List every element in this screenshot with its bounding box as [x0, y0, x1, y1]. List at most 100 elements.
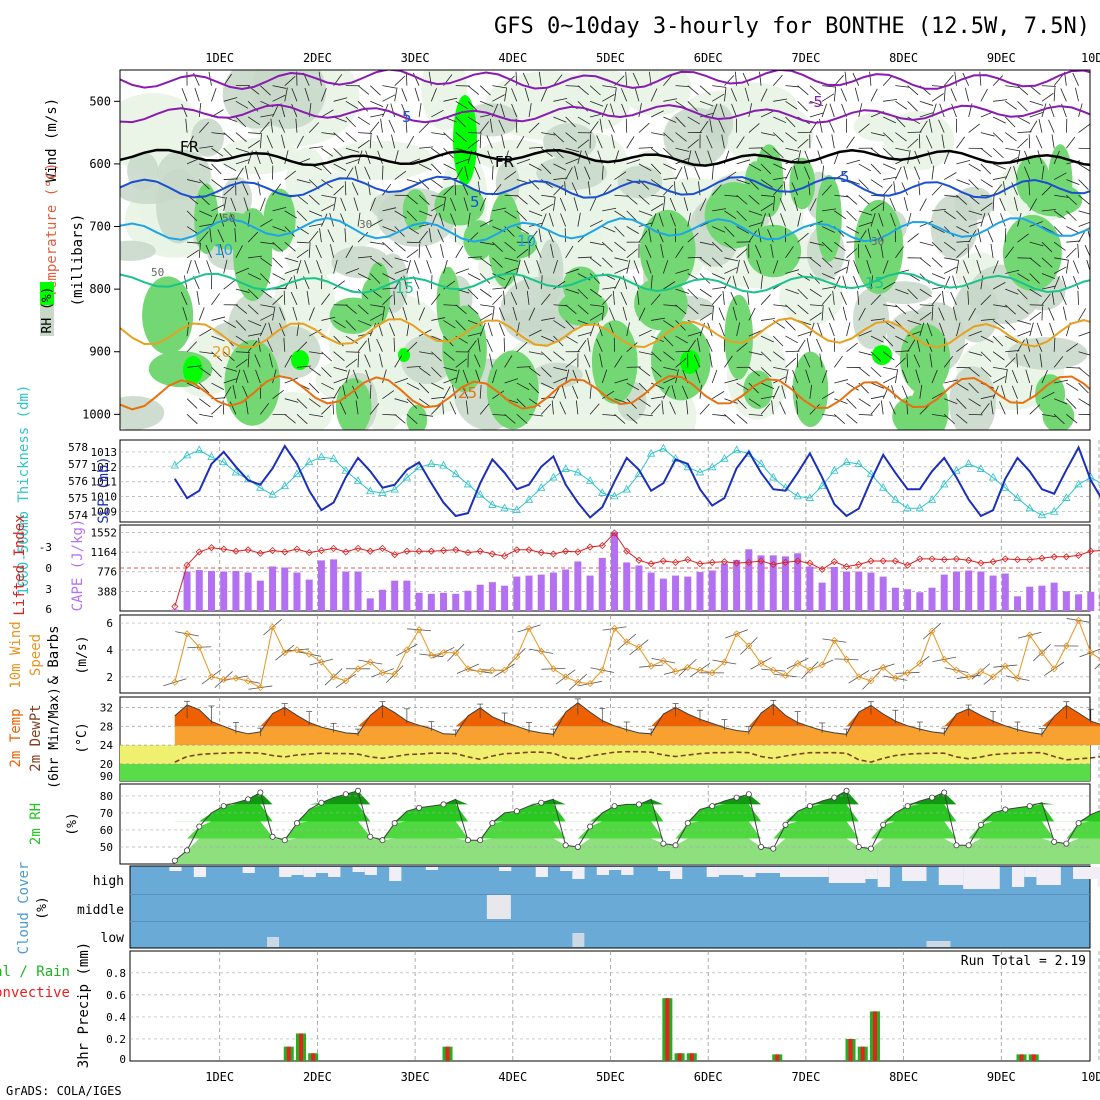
upper-wind-barb: [980, 294, 992, 306]
upper-wind-barb: [831, 134, 835, 149]
top-date-label: 8DEC: [889, 51, 918, 65]
upper-wind-barb: [516, 342, 528, 353]
wind-ylabel-1: 10m Wind: [8, 621, 24, 688]
upper-wind-barb: [309, 413, 324, 417]
cape-bar: [183, 571, 191, 611]
upper-wind-barb: [907, 320, 922, 325]
upper-wind-barb: [651, 396, 666, 400]
wind-speed-point: [610, 624, 619, 633]
upper-wind-barb: [602, 207, 617, 212]
upper-wind-barb: [992, 260, 999, 274]
upper-wind-barb: [979, 71, 982, 86]
upper-wind-barb: [760, 179, 773, 188]
cape-bar: [928, 587, 936, 611]
upper-wind-barb: [199, 145, 214, 149]
cape-ylabel: CAPE (J/kg): [70, 519, 86, 612]
upper-wind-barb: [1004, 246, 1015, 259]
upper-wind-barb: [662, 196, 666, 211]
upper-wind-barb: [211, 132, 226, 135]
bottom-date-label: 1DEC: [205, 1070, 234, 1084]
upper-wind-barb: [803, 354, 811, 368]
upper-wind-barb: [939, 322, 945, 337]
upper-wind-barb: [315, 244, 322, 258]
upper-wind-barb: [785, 147, 800, 152]
upper-wind-barb: [272, 85, 287, 89]
upper-wind-barb: [663, 177, 678, 180]
lifted-index-point: [171, 602, 179, 611]
upper-wind-barb: [443, 386, 451, 399]
cape-bar: [733, 559, 741, 611]
upper-wind-barb: [198, 179, 210, 190]
upper-wind-barb: [870, 202, 883, 212]
upper-wind-barb: [449, 401, 457, 415]
upper-wind-barb: [1028, 134, 1031, 149]
upper-wind-barb: [638, 351, 653, 356]
lifted-index-point: [671, 558, 680, 566]
rh-point: [1063, 840, 1070, 847]
upper-wind-barb: [540, 213, 547, 227]
upper-wind-barb: [974, 244, 982, 258]
upper-wind-barb: [919, 198, 927, 212]
upper-wind-barb: [357, 85, 370, 95]
cloud-clear-patch: [242, 867, 255, 873]
upper-wind-barb: [358, 132, 373, 134]
upper-wind-barb: [611, 134, 615, 149]
upper-wind-barb: [357, 353, 360, 368]
upper-wind-barb: [321, 132, 336, 135]
upper-wind-barb: [272, 226, 286, 232]
wind-speed-point: [366, 658, 374, 666]
upper-wind-barb: [370, 241, 385, 245]
upper-wind-barb: [211, 194, 226, 199]
top-date-label: 1DEC: [205, 51, 234, 65]
upper-wind-barb: [327, 229, 334, 243]
lifted-index-point: [708, 558, 716, 566]
upper-wind-barb: [1017, 320, 1032, 325]
upper-wind-barb: [711, 257, 723, 268]
precip-convective-bar: [775, 1054, 780, 1061]
cloud-clear-patch: [389, 867, 402, 881]
upper-wind-barb: [914, 166, 921, 180]
upper-wind-barb: [963, 260, 970, 274]
upper-wind-barb: [748, 210, 763, 216]
upper-wind-barb: [968, 221, 983, 227]
upper-wind-barb: [467, 116, 481, 125]
upper-wind-barb: [992, 376, 1006, 384]
upper-wind-barb: [462, 385, 469, 399]
rh-shade-dark: [436, 266, 460, 339]
upper-wind-barb: [968, 413, 983, 416]
cape-bar: [952, 571, 960, 611]
upper-wind-barb: [760, 163, 772, 175]
cape-bar: [1087, 591, 1095, 611]
upper-wind-barb: [748, 307, 756, 321]
upper-wind-barb: [931, 241, 943, 253]
cloud-middle-patch: [486, 895, 511, 919]
lifted-index-ylabel: Lifted Index: [12, 514, 28, 615]
rh-tick-label: 50: [100, 841, 113, 854]
upper-wind-barb: [565, 358, 577, 368]
upper-wind-barb: [223, 132, 235, 143]
upper-wind-barb: [829, 103, 835, 118]
thickness-point: [1013, 493, 1022, 501]
rh-point: [171, 857, 178, 864]
upper-wind-barb: [431, 194, 446, 198]
upper-wind-barb: [797, 232, 809, 243]
upper-wind-barb: [699, 112, 714, 118]
upper-wind-barb: [345, 158, 360, 165]
wind-speed-point: [1013, 674, 1022, 682]
upper-wind-barb: [211, 204, 225, 212]
wind-speed-point: [720, 658, 728, 666]
cape-tick-label: 1552: [91, 526, 118, 539]
upper-wind-barb: [596, 338, 603, 352]
upper-wind-barb: [602, 85, 617, 89]
cape-bar: [464, 590, 472, 611]
upper-wind-barb: [602, 226, 616, 233]
upper-wind-barb: [880, 400, 884, 415]
upper-wind-barb: [553, 74, 563, 86]
cloud-ylabel: Cloud Cover: [16, 862, 32, 955]
upper-wind-barb: [956, 414, 968, 424]
upper-wind-barb: [956, 259, 960, 274]
upper-wind-barb: [907, 233, 919, 243]
wind-tick-label: 4: [106, 644, 113, 657]
upper-wind-barb: [199, 210, 213, 217]
thickness-point: [353, 476, 363, 484]
